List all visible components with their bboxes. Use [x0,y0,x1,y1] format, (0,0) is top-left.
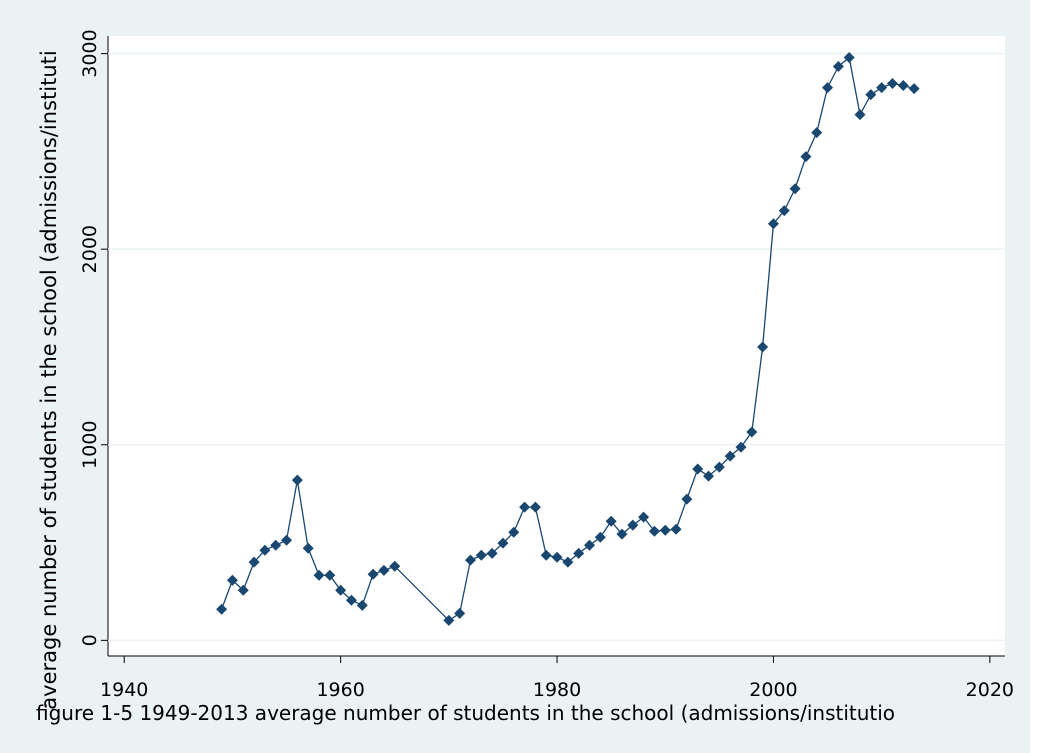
marker [681,493,693,505]
marker [324,569,336,581]
y-tick-label: 2000 [79,225,101,273]
marker [648,525,660,537]
x-tick-label: 1960 [316,679,364,701]
marker [789,183,801,195]
marker [562,556,574,568]
marker [540,549,552,561]
y-axis-label: average number of students in the school… [37,50,61,709]
marker [216,603,228,615]
marker [876,82,888,94]
marker [226,574,238,586]
y-tick-label: 3000 [79,29,101,77]
marker [486,547,498,559]
marker [594,531,606,543]
marker [692,463,704,475]
marker [670,523,682,535]
marker [335,584,347,596]
marker [356,599,368,611]
plot-area [108,36,1005,656]
marker [811,127,823,139]
marker [443,614,455,626]
marker [703,470,715,482]
marker [886,78,898,90]
marker [378,564,390,576]
x-tick-label: 1980 [533,679,581,701]
marker [584,539,596,551]
marker [854,109,866,121]
marker [454,607,466,619]
marker [659,524,671,536]
marker [627,519,639,531]
marker [605,515,617,527]
marker [248,556,260,568]
marker [313,569,325,581]
marker [281,534,293,546]
marker [345,594,357,606]
marker [735,441,747,453]
marker [551,551,563,563]
marker [291,474,303,486]
y-tick-label: 0 [79,634,101,646]
marker [237,584,249,596]
marker [259,544,271,556]
marker [746,426,758,438]
marker [638,511,650,523]
marker [832,61,844,73]
marker [778,205,790,217]
marker [713,461,725,473]
marker [270,539,282,551]
marker [724,450,736,462]
y-tick-label: 1000 [79,421,101,469]
marker [529,501,541,513]
marker [908,83,920,95]
marker [616,528,628,540]
marker [475,549,487,561]
x-tick-label: 1940 [100,679,148,701]
marker [302,542,314,554]
marker [822,82,834,94]
marker [464,554,476,566]
marker [389,560,401,572]
marker [367,568,379,580]
marker [897,79,909,91]
x-tick-label: 2020 [966,679,1014,701]
x-tick-label: 2000 [749,679,797,701]
marker [767,218,779,230]
marker [519,501,531,513]
caption: figure 1-5 1949-2013 average number of s… [36,701,895,725]
marker [800,151,812,163]
marker [508,526,520,538]
marker [497,537,509,549]
marker [843,52,855,64]
marker [757,341,769,353]
marker [573,547,585,559]
marker [865,89,877,101]
